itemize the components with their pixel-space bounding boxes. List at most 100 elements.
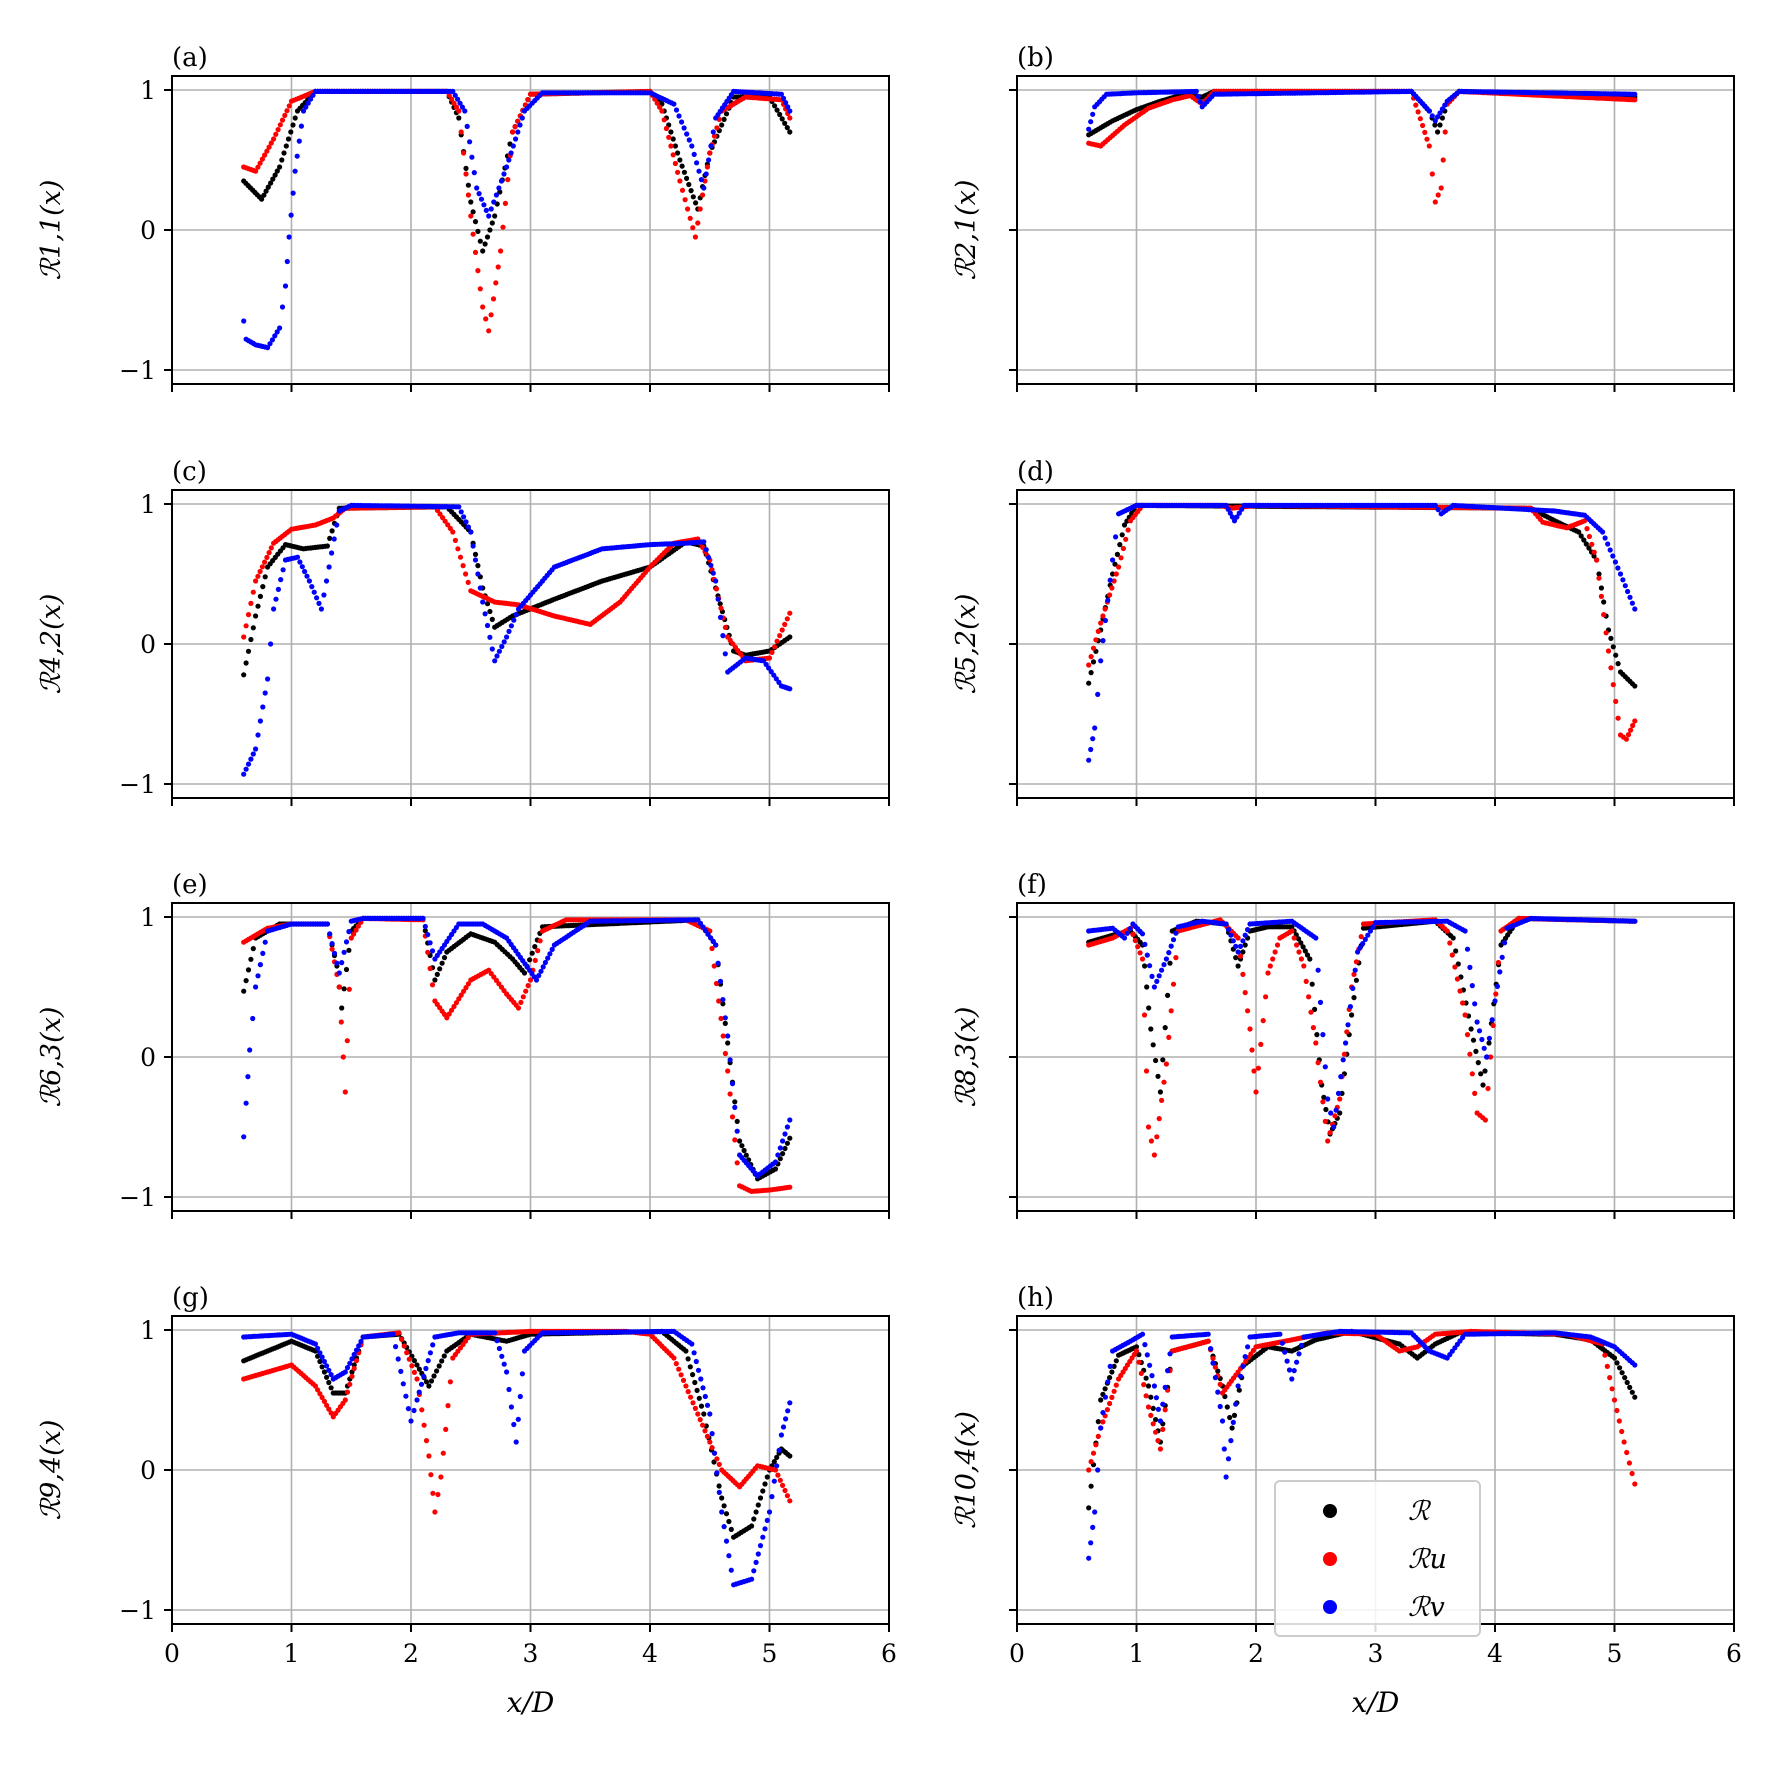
- data-point-Rv: [241, 1134, 247, 1140]
- data-point-Rv: [390, 1331, 396, 1337]
- data-point-Ru: [1125, 527, 1131, 533]
- data-point-Rv: [686, 137, 692, 143]
- data-point-Rv: [695, 1367, 702, 1373]
- data-point-Ru: [1438, 185, 1444, 191]
- data-point-Rv: [1315, 967, 1321, 973]
- data-point-Rv: [501, 171, 507, 177]
- data-point-Rv: [257, 962, 263, 968]
- data-point-Ru: [1432, 199, 1438, 205]
- data-point-Rv: [329, 550, 335, 556]
- data-point-Rv: [780, 1424, 787, 1430]
- data-point-Ru: [1118, 555, 1124, 561]
- data-point-Ru: [404, 1350, 410, 1356]
- data-point-Ru: [777, 1477, 783, 1483]
- data-point-Ru: [340, 1054, 346, 1060]
- data-point-R: [1351, 995, 1357, 1001]
- data-point-Rv: [260, 950, 266, 957]
- data-point-Rv: [477, 585, 483, 591]
- data-point-R: [728, 1526, 734, 1532]
- data-point-R: [1480, 1082, 1486, 1088]
- data-point-Ru: [1632, 97, 1638, 103]
- data-point-R: [757, 1495, 764, 1501]
- data-point-R: [668, 129, 674, 135]
- data-point-Ru: [722, 624, 729, 631]
- data-point-R: [441, 1353, 447, 1359]
- data-point-Rv: [1620, 577, 1626, 583]
- data-point-Rv: [1479, 1036, 1485, 1043]
- data-point-Ru: [1247, 1026, 1253, 1032]
- data-point-Ru: [336, 984, 342, 990]
- data-point-Ru: [470, 231, 476, 237]
- data-point-Rv: [294, 153, 300, 159]
- data-point-R: [489, 616, 495, 623]
- data-point-Rv: [784, 1124, 791, 1130]
- data-point-Rv: [1105, 597, 1111, 603]
- data-point-Ru: [718, 605, 724, 611]
- data-point-Rv: [1426, 108, 1432, 114]
- data-point-Rv: [312, 1341, 318, 1347]
- data-point-Rv: [1090, 111, 1096, 117]
- data-point-Rv: [290, 190, 296, 196]
- data-point-Rv: [272, 333, 278, 339]
- data-point-Rv: [753, 1559, 759, 1565]
- data-point-R: [472, 219, 479, 225]
- data-point-Rv: [296, 138, 302, 144]
- data-point-R: [687, 1364, 693, 1370]
- data-point-Rv: [471, 170, 477, 176]
- data-point-Rv: [691, 151, 697, 157]
- data-point-R: [721, 116, 727, 122]
- data-point-Rv: [703, 547, 709, 553]
- data-point-R: [693, 200, 699, 206]
- data-point-Ru: [675, 169, 681, 175]
- data-point-Rv: [494, 653, 500, 659]
- data-point-Rv: [533, 977, 540, 983]
- data-point-Rv: [775, 1152, 781, 1158]
- data-point-R: [1309, 981, 1315, 987]
- data-point-Ru: [1472, 1090, 1478, 1096]
- data-point-Ru: [250, 589, 256, 595]
- data-point-R: [268, 180, 274, 186]
- data-point-Ru: [1260, 1018, 1266, 1024]
- data-point-Ru: [787, 1498, 793, 1504]
- data-point-Ru: [683, 1383, 689, 1389]
- y-axis-label: ℛ6,3(x): [36, 1007, 67, 1108]
- data-point-Rv: [715, 960, 721, 966]
- data-point-Rv: [1317, 999, 1324, 1006]
- data-point-R: [1142, 963, 1148, 969]
- data-point-R: [784, 1140, 791, 1146]
- data-point-R: [739, 1143, 745, 1149]
- data-point-Rv: [476, 191, 482, 197]
- data-point-Rv: [243, 766, 249, 772]
- data-point-Ru: [1090, 645, 1097, 651]
- data-point-Ru: [1613, 698, 1619, 705]
- y-tick-label: 0: [140, 630, 156, 659]
- data-point-Ru: [241, 634, 247, 640]
- data-point-Ru: [700, 192, 706, 198]
- data-point-Rv: [492, 1330, 498, 1336]
- data-point-Rv: [749, 1576, 755, 1582]
- data-point-Ru: [1440, 157, 1446, 163]
- panel-label: (a): [172, 43, 208, 73]
- data-point-Rv: [1095, 691, 1101, 698]
- data-point-R: [326, 1379, 332, 1386]
- data-point-R: [749, 1523, 755, 1529]
- data-point-R: [281, 150, 287, 156]
- data-point-R: [1473, 1048, 1479, 1054]
- data-point-Rv: [1127, 926, 1133, 932]
- data-point-R: [685, 1356, 691, 1362]
- data-point-Ru: [1337, 1096, 1343, 1102]
- data-point-Ru: [1584, 526, 1590, 532]
- data-point-Ru: [1630, 722, 1636, 729]
- data-point-Rv: [498, 178, 505, 184]
- data-point-Rv: [785, 104, 791, 110]
- data-point-R: [245, 648, 252, 654]
- data-point-Rv: [1333, 1107, 1339, 1113]
- data-point-Ru: [500, 224, 506, 230]
- data-point-R: [248, 636, 254, 643]
- y-tick-label: 0: [140, 1043, 156, 1072]
- data-point-Ru: [714, 1456, 720, 1462]
- data-point-Rv: [517, 122, 523, 128]
- data-point-R: [1086, 680, 1092, 686]
- data-point-Ru: [1628, 727, 1634, 733]
- data-point-Ru: [1173, 955, 1179, 961]
